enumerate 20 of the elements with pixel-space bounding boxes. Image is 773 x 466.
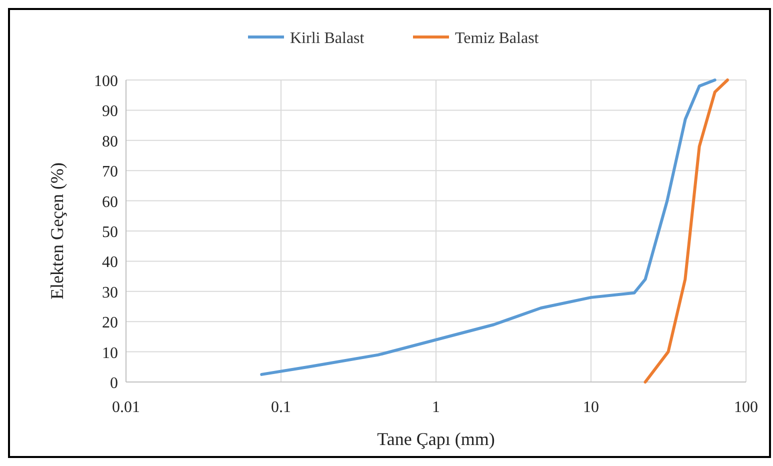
y-tick-label: 80: [102, 133, 118, 150]
y-axis-title: Elekten Geçen (%): [47, 162, 67, 300]
legend-label: Temiz Balast: [455, 30, 540, 47]
legend-label: Kirli Balast: [290, 30, 365, 47]
x-tick-label: 0.01: [112, 399, 140, 416]
y-tick-label: 70: [102, 164, 118, 181]
x-axis-title: Tane Çapı (mm): [377, 429, 495, 449]
x-tick-label: 100: [734, 399, 758, 416]
y-tick-label: 30: [102, 284, 118, 302]
x-tick-label: 10: [583, 399, 599, 416]
y-tick-label: 60: [102, 194, 118, 211]
y-tick-label: 40: [102, 254, 118, 272]
y-tick-label: 20: [102, 314, 118, 332]
y-tick-label: 100: [94, 73, 118, 90]
y-tick-label: 50: [102, 224, 118, 241]
x-tick-label: 1: [432, 399, 440, 416]
y-tick-label: 10: [102, 344, 118, 362]
y-tick-label: 0: [110, 375, 118, 392]
x-tick-label: 0.1: [271, 399, 291, 416]
y-tick-label: 90: [102, 103, 118, 120]
